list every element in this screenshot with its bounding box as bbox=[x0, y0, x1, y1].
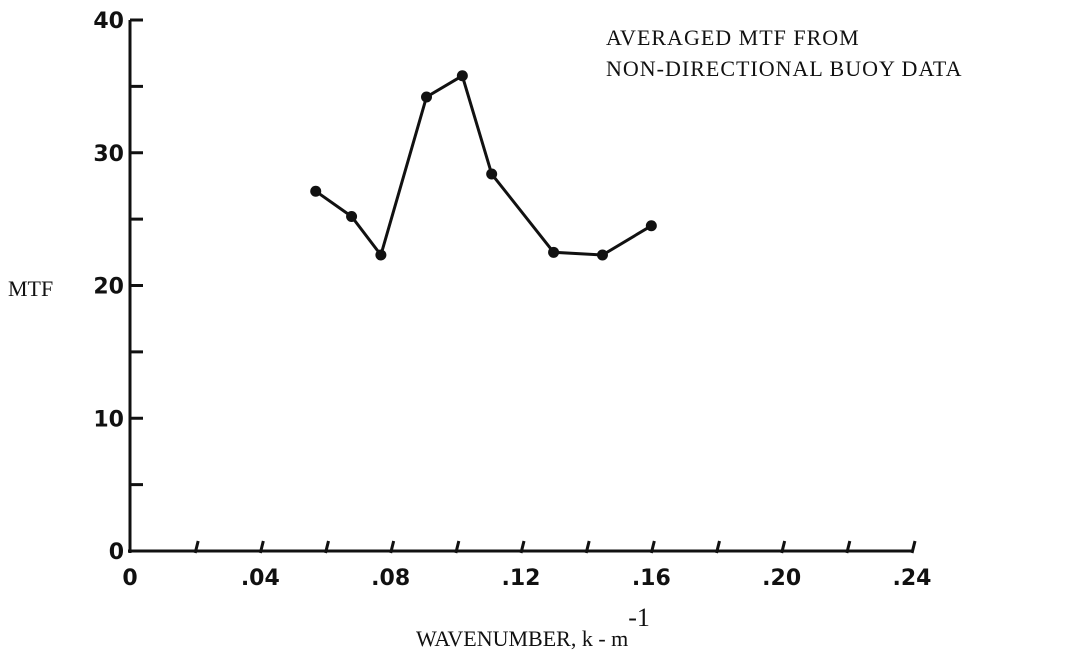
x-tick-labels: 0 .04 .08 .12 .16 .20 .24 bbox=[122, 566, 931, 591]
y-tick-label-2: 20 bbox=[93, 275, 124, 300]
x-tick-label-0: 0 bbox=[122, 566, 137, 591]
data-point-1 bbox=[346, 210, 358, 222]
x-tick-8 bbox=[649, 540, 656, 554]
x-tick-5 bbox=[454, 540, 461, 554]
data-point-3 bbox=[421, 91, 433, 103]
y-tick-label-1: 10 bbox=[93, 407, 124, 432]
data-point-8 bbox=[645, 220, 657, 232]
chart-title-line-1: AVERAGED MTF FROM bbox=[606, 25, 860, 50]
y-tick-label-0: 0 bbox=[109, 540, 124, 565]
x-tick-12 bbox=[910, 540, 917, 554]
x-tick-9 bbox=[715, 540, 721, 554]
data-point-7 bbox=[596, 249, 608, 261]
x-tick-label-1: .04 bbox=[241, 566, 280, 591]
x-tick-3 bbox=[324, 540, 330, 554]
x-axis-label-text: WAVENUMBER, k - m bbox=[416, 626, 628, 651]
x-tick-4 bbox=[389, 540, 396, 554]
data-points bbox=[310, 70, 657, 261]
x-axis-label: WAVENUMBER, k - m-1 bbox=[416, 603, 650, 651]
series-line bbox=[314, 73, 653, 259]
y-tick-label-3: 30 bbox=[93, 142, 124, 167]
x-ticks bbox=[193, 540, 917, 554]
chart-title-line-2: NON-DIRECTIONAL BUOY DATA bbox=[606, 56, 962, 81]
data-point-4 bbox=[456, 70, 468, 82]
x-tick-label-4: .16 bbox=[632, 566, 671, 591]
data-point-6 bbox=[548, 246, 560, 258]
x-tick-6 bbox=[519, 540, 526, 554]
y-axis-label: MTF bbox=[8, 276, 53, 301]
x-tick-label-5: .20 bbox=[762, 566, 801, 591]
data-point-2 bbox=[375, 249, 387, 261]
x-tick-7 bbox=[584, 540, 591, 554]
x-tick-label-3: .12 bbox=[502, 566, 541, 591]
y-ticks bbox=[130, 18, 143, 487]
y-tick-labels: 0 10 20 30 40 bbox=[93, 9, 124, 565]
x-tick-2 bbox=[258, 540, 265, 554]
y-tick-label-4: 40 bbox=[93, 9, 124, 34]
data-point-0 bbox=[310, 185, 322, 197]
x-axis-label-superscript: -1 bbox=[628, 603, 650, 632]
x-tick-1 bbox=[193, 540, 200, 554]
x-tick-label-6: .24 bbox=[893, 566, 932, 591]
data-point-5 bbox=[486, 168, 498, 180]
x-tick-10 bbox=[780, 540, 787, 554]
x-tick-11 bbox=[845, 540, 852, 554]
x-tick-label-2: .08 bbox=[371, 566, 410, 591]
